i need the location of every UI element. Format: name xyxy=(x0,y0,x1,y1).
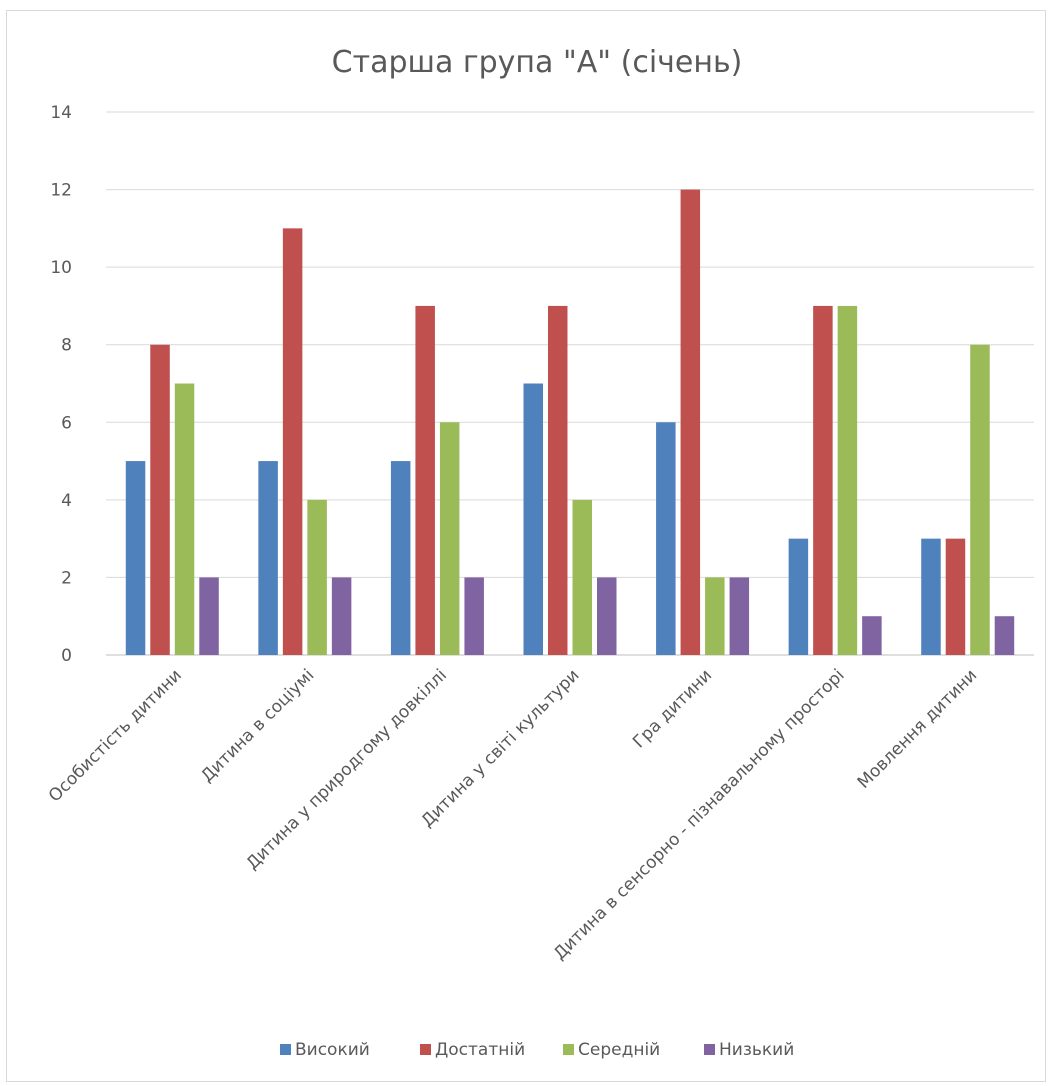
category-label: Дитина в сенсорно - пізнавальному просто… xyxy=(550,665,849,964)
legend-label: Середній xyxy=(578,1040,660,1060)
legend: Високий Достатній Середній Низький xyxy=(280,1040,794,1060)
legend-swatch xyxy=(280,1044,291,1055)
bar-2-6 xyxy=(813,305,833,655)
bars xyxy=(125,189,1015,656)
category-label: Дитина у світі культури xyxy=(417,665,583,831)
bar-4-2 xyxy=(331,577,352,655)
bar-4-6 xyxy=(862,616,882,655)
bar-2-7 xyxy=(945,538,966,655)
chart-title: Старша група "А" (січень) xyxy=(332,45,743,80)
bar-4-5 xyxy=(729,577,750,655)
legend-swatch xyxy=(420,1044,431,1055)
y-tick-label: 2 xyxy=(61,568,72,588)
bar-3-2 xyxy=(307,499,327,655)
bar-1-7 xyxy=(921,538,941,655)
bar-1-3 xyxy=(390,461,411,655)
y-tick-label: 14 xyxy=(50,103,72,123)
bar-1-5 xyxy=(656,422,676,655)
y-axis-ticks: 0 2 4 6 8 10 12 14 xyxy=(50,103,72,666)
legend-label: Низький xyxy=(719,1040,794,1060)
y-tick-label: 0 xyxy=(61,646,72,666)
y-tick-label: 12 xyxy=(50,181,72,201)
bar-1-2 xyxy=(258,461,278,655)
bar-3-6 xyxy=(837,305,858,655)
bar-4-4 xyxy=(597,577,617,655)
bar-3-3 xyxy=(439,422,460,655)
legend-swatch xyxy=(563,1044,574,1055)
category-labels: Особистість дитини Дитина в соціумі Дитина… xyxy=(45,665,981,964)
bar-3-5 xyxy=(705,577,725,655)
bar-1-4 xyxy=(523,383,543,655)
bar-1-1 xyxy=(125,461,146,655)
category-label: Мовлення дитини xyxy=(854,665,981,792)
legend-label: Високий xyxy=(295,1040,370,1060)
bar-2-3 xyxy=(415,305,435,655)
legend-swatch xyxy=(704,1044,715,1055)
bar-4-3 xyxy=(464,577,484,655)
legend-label: Достатній xyxy=(435,1040,525,1060)
bar-3-4 xyxy=(572,499,592,655)
bar-4-1 xyxy=(199,577,219,655)
category-label: Дитина в соціумі xyxy=(197,665,318,786)
y-tick-label: 8 xyxy=(61,336,72,356)
bar-1-6 xyxy=(788,538,809,655)
bar-2-5 xyxy=(680,189,701,656)
category-label: Гра дитини xyxy=(629,665,716,752)
bar-2-2 xyxy=(282,228,303,655)
bar-4-7 xyxy=(994,616,1015,655)
bar-3-1 xyxy=(174,383,195,655)
gridlines xyxy=(106,111,1034,656)
bar-2-1 xyxy=(150,344,170,655)
bar-2-4 xyxy=(548,305,568,655)
y-tick-label: 6 xyxy=(61,413,72,433)
category-label: Особистість дитини xyxy=(45,665,186,806)
y-tick-label: 10 xyxy=(50,258,72,278)
bar-3-7 xyxy=(970,344,990,655)
y-tick-label: 4 xyxy=(61,491,72,511)
